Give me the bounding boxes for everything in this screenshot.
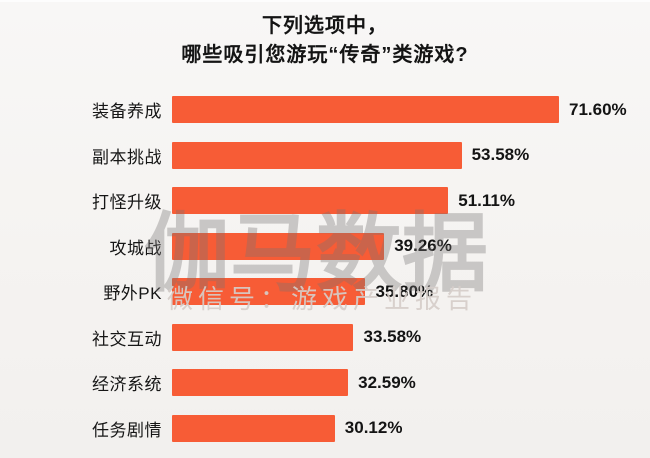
value-label: 30.12% <box>344 418 403 438</box>
bar-row: 攻城战 39.26% <box>0 224 650 270</box>
bar-row: 副本挑战 53.58% <box>0 133 650 179</box>
category-label: 打怪升级 <box>92 193 162 213</box>
category-label: 装备养成 <box>92 102 162 122</box>
bar <box>172 414 335 442</box>
value-label: 35.80% <box>375 281 434 301</box>
category-label: 任务剧情 <box>92 420 162 440</box>
value-label: 53.58% <box>471 145 530 165</box>
bar <box>172 369 349 397</box>
bar-chart: 装备养成 71.60% 副本挑战 53.58% 打怪升级 51.11% 攻城战 … <box>0 87 650 451</box>
category-label: 野外PK <box>103 284 162 304</box>
value-label: 32.59% <box>358 372 416 392</box>
category-label: 经济系统 <box>92 375 162 395</box>
bar <box>172 232 385 260</box>
bar-row: 打怪升级 51.11% <box>0 178 650 224</box>
bar <box>172 141 462 169</box>
bar <box>172 278 366 306</box>
category-label: 副本挑战 <box>92 147 162 167</box>
chart-title: 下列选项中， 哪些吸引您游玩“传奇”类游戏? <box>0 12 650 70</box>
category-label: 社交互动 <box>92 329 162 349</box>
bar-row: 野外PK 35.80% <box>0 269 650 315</box>
chart-title-line2: 哪些吸引您游玩“传奇”类游戏? <box>181 44 469 66</box>
value-label: 33.58% <box>363 327 422 347</box>
bar <box>172 96 559 124</box>
chart-title-line1: 下列选项中， <box>262 15 388 37</box>
bar-row: 任务剧情 30.12% <box>0 406 650 452</box>
bar-row: 社交互动 33.58% <box>0 315 650 361</box>
bar-row: 经济系统 32.59% <box>0 360 650 406</box>
bar <box>172 187 449 215</box>
category-label: 攻城战 <box>109 238 162 258</box>
value-label: 39.26% <box>394 236 452 256</box>
value-label: 51.11% <box>458 190 515 210</box>
bar-row: 装备养成 71.60% <box>0 87 650 133</box>
value-label: 71.60% <box>568 99 627 119</box>
bar <box>172 323 354 351</box>
